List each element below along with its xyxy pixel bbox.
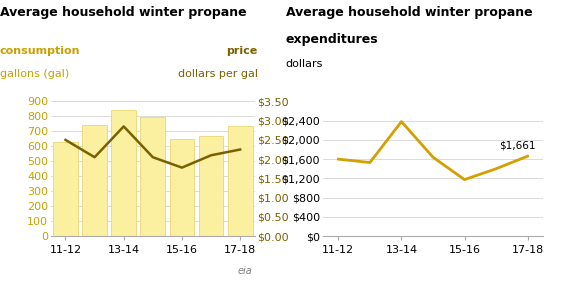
Bar	[112, 110, 136, 236]
Text: gallons (gal): gallons (gal)	[0, 69, 69, 79]
Bar	[82, 125, 107, 236]
Text: price: price	[226, 46, 258, 56]
Text: Average household winter propane: Average household winter propane	[286, 6, 533, 19]
Text: dollars per gal: dollars per gal	[178, 69, 258, 79]
Text: dollars: dollars	[286, 59, 323, 69]
Text: expenditures: expenditures	[286, 33, 379, 46]
Text: eia: eia	[238, 266, 252, 276]
Bar	[53, 142, 78, 236]
Bar	[170, 139, 194, 236]
Text: Average household winter propane: Average household winter propane	[0, 6, 247, 19]
Text: consumption: consumption	[0, 46, 80, 56]
Bar	[228, 126, 252, 236]
Bar	[199, 136, 224, 236]
Text: $1,661: $1,661	[499, 141, 535, 150]
Bar	[140, 117, 165, 236]
